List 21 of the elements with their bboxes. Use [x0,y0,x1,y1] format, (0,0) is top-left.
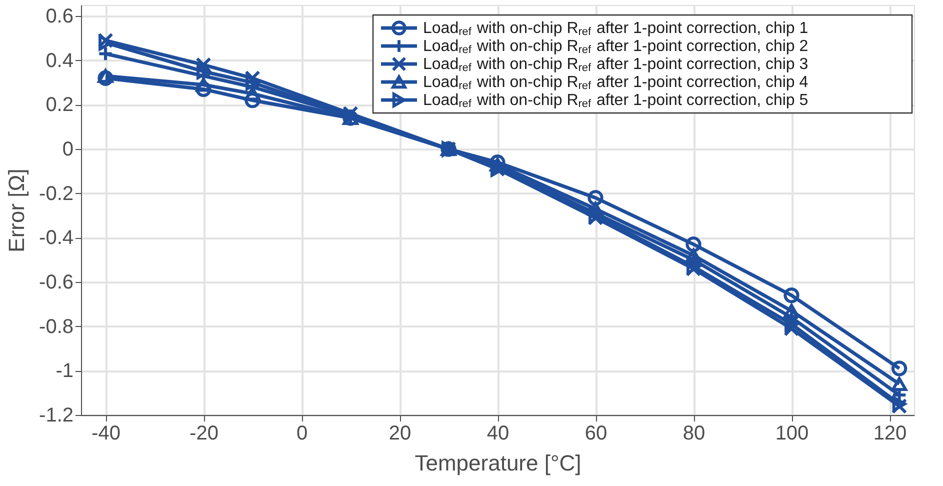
x-tick-label: 120 [873,422,907,444]
y-tick-label: -0.4 [39,227,74,250]
x-tick-label: 20 [388,422,412,444]
y-tick-label: 0.4 [46,50,74,72]
y-tick-label: -0.2 [39,182,74,205]
y-tick-label: 0.2 [46,94,74,116]
y-tick-label: -1 [56,360,74,382]
x-tick-label: -20 [190,422,218,444]
x-tick-label: 100 [775,422,809,444]
y-tick-label: -1.2 [39,404,74,426]
x-tick-label: 0 [296,422,308,444]
y-tick-label: 0.6 [46,6,74,28]
y-tick-label: -0.6 [39,272,74,294]
y-tick-label: 0 [62,138,74,161]
x-tick-label: 60 [584,422,608,444]
x-tick-label: -40 [92,422,120,444]
x-axis-title: Temperature [°C] [414,450,582,476]
y-axis-title: Error [Ω] [4,168,30,252]
x-tick-label: 40 [486,422,510,444]
y-tick-label: -0.8 [39,316,74,338]
x-tick-label: 80 [682,422,706,444]
